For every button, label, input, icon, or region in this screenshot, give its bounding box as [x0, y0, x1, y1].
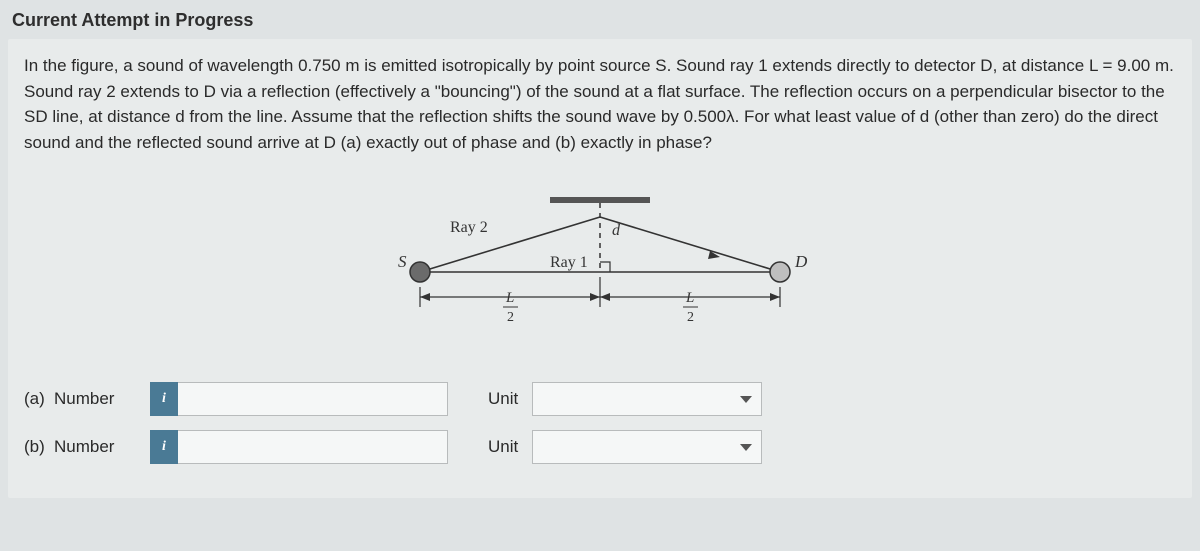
label-Lhalf-left-den: 2 — [507, 310, 514, 325]
unit-select-a[interactable] — [532, 382, 762, 416]
unit-label-a: Unit — [488, 389, 518, 409]
figure-svg: d S D Ray 2 Ray 1 — [390, 177, 810, 347]
reflecting-surface — [550, 197, 650, 203]
unit-select-b[interactable] — [532, 430, 762, 464]
info-icon[interactable]: i — [150, 382, 178, 416]
label-D: D — [794, 252, 808, 271]
dim-arrow-l2 — [590, 293, 600, 301]
detector-point — [770, 262, 790, 282]
label-Lhalf-left-num: L — [505, 290, 514, 306]
dim-arrow-r1 — [600, 293, 610, 301]
question-panel: In the figure, a sound of wavelength 0.7… — [8, 39, 1192, 498]
label-Lhalf-right-den: 2 — [687, 310, 694, 325]
number-label-a: Number — [54, 389, 144, 409]
number-label-b: Number — [54, 437, 144, 457]
label-d: d — [612, 222, 621, 239]
label-S: S — [398, 252, 407, 271]
label-ray1: Ray 1 — [550, 254, 588, 271]
ray2-down — [600, 217, 780, 272]
label-Lhalf-right-num: L — [685, 290, 694, 306]
unit-select-wrap-a — [532, 382, 762, 416]
number-input-wrap-a: i — [150, 382, 448, 416]
unit-select-wrap-b — [532, 430, 762, 464]
info-icon[interactable]: i — [150, 430, 178, 464]
section-title: Current Attempt in Progress — [12, 10, 253, 30]
answer-row-b: (b) Number i Unit — [24, 430, 1176, 464]
right-angle-mark — [600, 262, 610, 272]
question-text: In the figure, a sound of wavelength 0.7… — [24, 53, 1176, 155]
part-label-b: (b) — [24, 437, 54, 457]
part-label-a: (a) — [24, 389, 54, 409]
source-point — [410, 262, 430, 282]
answer-row-a: (a) Number i Unit — [24, 382, 1176, 416]
dim-arrow-r2 — [770, 293, 780, 301]
number-input-wrap-b: i — [150, 430, 448, 464]
number-input-a[interactable] — [178, 382, 448, 416]
unit-label-b: Unit — [488, 437, 518, 457]
number-input-b[interactable] — [178, 430, 448, 464]
dim-arrow-l1 — [420, 293, 430, 301]
section-header: Current Attempt in Progress — [0, 0, 1200, 39]
label-ray2: Ray 2 — [450, 219, 488, 236]
physics-figure: d S D Ray 2 Ray 1 — [24, 177, 1176, 352]
